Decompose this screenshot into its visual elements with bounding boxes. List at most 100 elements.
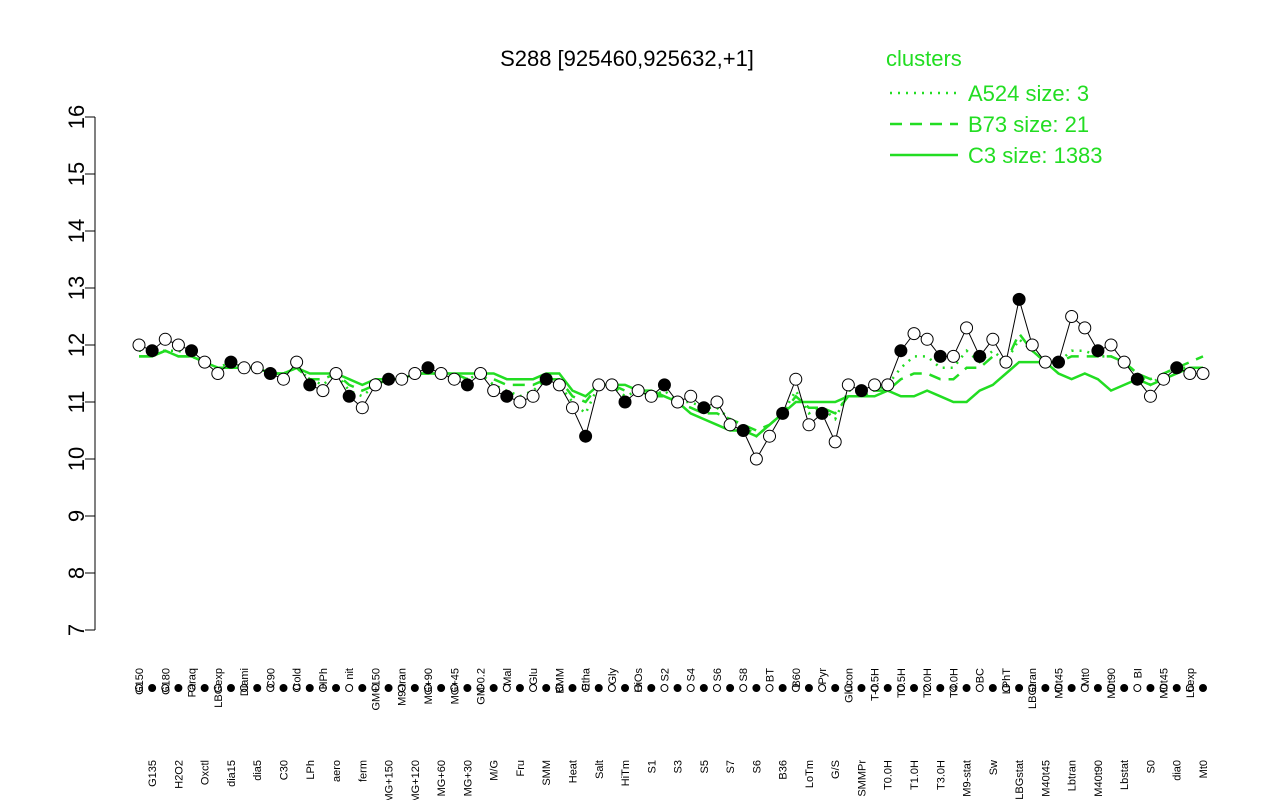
- data-point: [920, 332, 934, 346]
- data-point: [421, 361, 435, 375]
- category-dot: [568, 684, 577, 692]
- data-point: [697, 401, 711, 415]
- x-tick-label: Mt0: [1198, 760, 1210, 778]
- category-dot: [1067, 684, 1076, 692]
- x-tick-label: Lbstat: [1119, 760, 1131, 790]
- data-point: [802, 418, 816, 432]
- category-dot: [778, 684, 787, 692]
- category-dot: [923, 684, 932, 692]
- data-point: [946, 349, 960, 363]
- x-tick-label: MG+150: [384, 760, 396, 800]
- data-point: [1091, 344, 1105, 358]
- data-point: [513, 395, 527, 409]
- category-dot: [1133, 684, 1142, 692]
- data-point: [592, 378, 606, 392]
- data-point: [1012, 292, 1026, 306]
- x-tick-label: MG+90: [423, 668, 435, 704]
- data-point: [1065, 310, 1079, 323]
- x-tick-label: S3: [673, 760, 685, 773]
- data-point: [841, 378, 855, 392]
- category-dot: [1107, 684, 1116, 692]
- data-point: [565, 401, 579, 415]
- x-tick-label: Glu: [528, 668, 540, 685]
- data-point: [881, 378, 895, 392]
- x-tick-label: HPh: [318, 668, 330, 689]
- category-dot: [1080, 684, 1089, 692]
- y-tick-label: 13: [64, 276, 89, 300]
- x-tick-label: S1: [646, 760, 658, 773]
- category-dot: [673, 684, 682, 692]
- x-tick-label: LBGstat: [1014, 760, 1026, 800]
- data-point: [500, 389, 514, 403]
- data-point: [854, 384, 868, 398]
- x-tick-label: LPhT: [1001, 668, 1013, 695]
- x-tick-label: dia15: [226, 760, 238, 787]
- category-dot: [1015, 684, 1024, 692]
- category-dot: [200, 684, 209, 692]
- category-dot: [213, 684, 222, 692]
- x-tick-label: M0t45: [1054, 668, 1066, 699]
- category-dot: [988, 684, 997, 692]
- data-point: [237, 361, 251, 375]
- data-point: [868, 378, 882, 392]
- category-dot: [1120, 684, 1129, 692]
- category-dot: [305, 684, 314, 692]
- data-point: [342, 389, 356, 403]
- category-dot: [910, 684, 919, 692]
- x-tick-label: LoTm: [804, 760, 816, 788]
- x-tick-label: LBGexp: [213, 668, 225, 708]
- category-dot: [594, 684, 603, 692]
- x-tick-label: S2: [659, 668, 671, 681]
- data-point: [1038, 355, 1052, 369]
- category-dot: [542, 684, 551, 692]
- data-point: [185, 344, 199, 358]
- category-dot: [187, 684, 196, 692]
- data-point: [487, 384, 501, 398]
- data-point: [158, 332, 172, 346]
- category-dot: [397, 684, 406, 692]
- x-tick-label: Salt: [594, 760, 606, 779]
- data-point: [434, 367, 448, 380]
- x-tick-label: MG+60: [436, 760, 448, 796]
- data-point: [408, 367, 422, 380]
- category-dot: [345, 684, 354, 692]
- category-dot: [712, 684, 721, 692]
- category-dot: [831, 684, 840, 692]
- category-dot: [148, 684, 157, 692]
- data-point: [960, 321, 974, 335]
- category-dot: [804, 684, 813, 692]
- x-tick-label: G150: [134, 668, 146, 695]
- x-tick-label: Pyr: [817, 668, 829, 685]
- category-dot: [463, 684, 472, 692]
- x-tick-label: G/S: [830, 760, 842, 779]
- data-point: [1117, 355, 1131, 369]
- x-tick-label: M0t45: [1159, 668, 1171, 699]
- data-point: [815, 406, 829, 420]
- x-tick-label: M0t90: [1106, 668, 1118, 699]
- category-dot: [660, 684, 669, 692]
- data-point: [368, 378, 382, 392]
- x-tick-label: T-0.5H: [870, 668, 882, 701]
- x-tick-label: C90: [265, 668, 277, 688]
- x-tick-label: BMM: [554, 668, 566, 694]
- data-point: [329, 367, 343, 380]
- category-dot: [384, 684, 393, 692]
- category-dot: [358, 684, 367, 692]
- x-tick-label: dia5: [252, 760, 264, 781]
- x-tick-label: M40t90: [1093, 760, 1105, 797]
- category-dot: [634, 684, 643, 692]
- category-dot: [752, 684, 761, 692]
- x-tick-label: T0.0H: [883, 760, 895, 790]
- x-tick-label: SMMPr: [856, 760, 868, 797]
- data-point: [1130, 372, 1144, 386]
- category-dot: [1093, 684, 1102, 692]
- y-tick-label: 10: [64, 447, 89, 471]
- y-tick-label: 16: [64, 105, 89, 129]
- data-point: [1196, 367, 1210, 380]
- x-tick-label: T4.0H: [948, 668, 960, 698]
- x-tick-label: MG+120: [410, 760, 422, 800]
- data-point: [263, 367, 277, 380]
- category-dot: [529, 684, 538, 692]
- category-dot: [818, 684, 827, 692]
- category-dot: [581, 684, 590, 692]
